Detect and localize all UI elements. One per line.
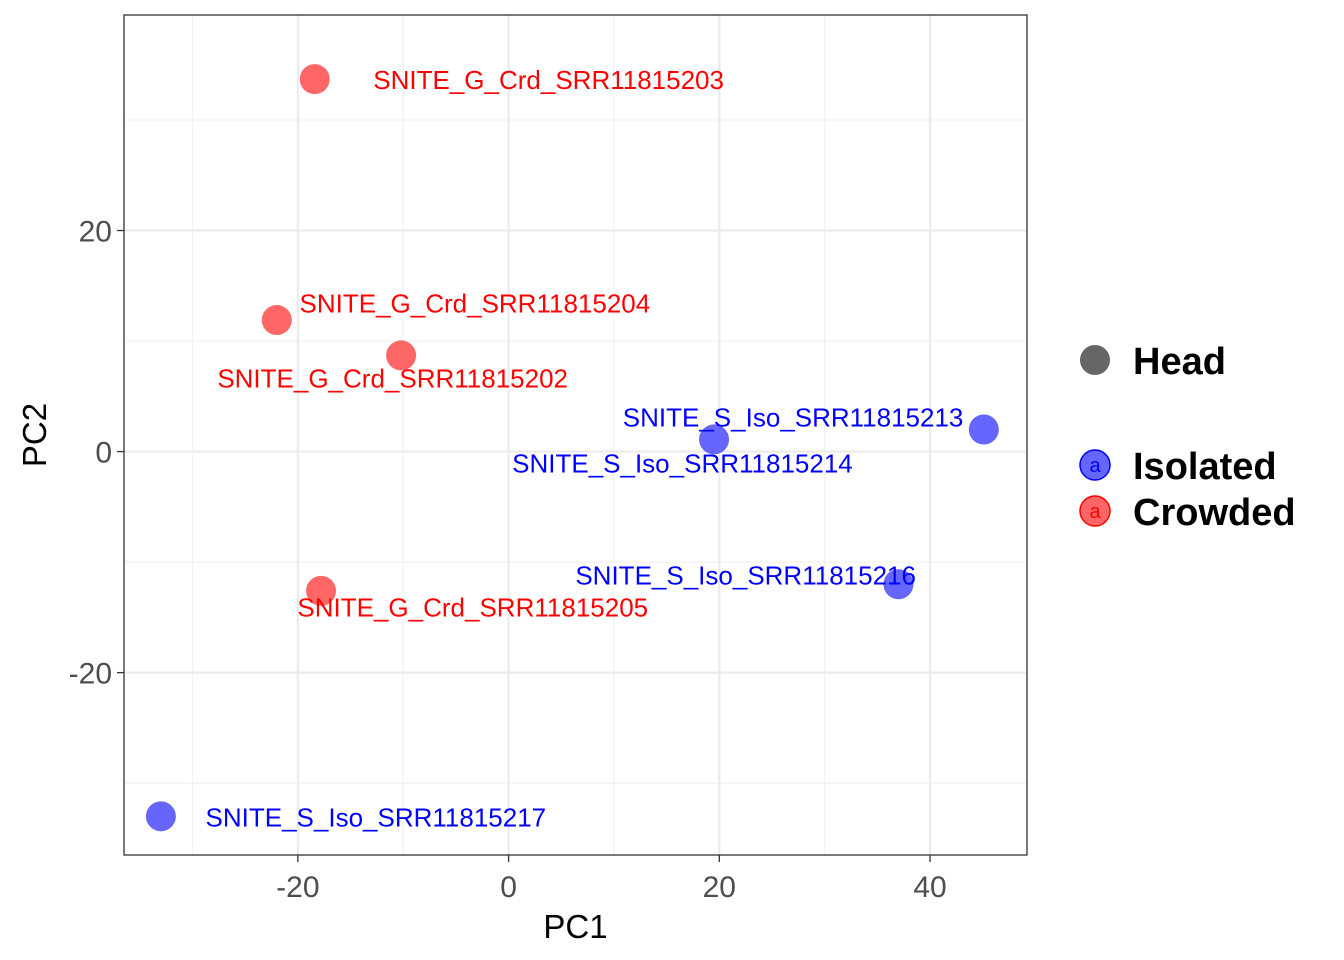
point-label: SNITE_S_Iso_SRR11815217 <box>206 802 547 832</box>
data-point <box>261 305 292 336</box>
point-label: SNITE_S_Iso_SRR11815214 <box>512 449 853 479</box>
data-point <box>968 414 999 445</box>
data-point <box>299 64 330 95</box>
legend-isolated-label: Isolated <box>1133 446 1277 488</box>
point-label: SNITE_S_Iso_SRR11815213 <box>623 402 964 432</box>
y-axis-title: PC2 <box>16 403 53 467</box>
x-tick-label: -20 <box>276 871 319 904</box>
x-tick-label: 0 <box>500 871 517 904</box>
y-tick-label: -20 <box>69 658 112 691</box>
y-tick-label: 20 <box>79 216 112 249</box>
point-label: SNITE_S_Iso_SRR11815216 <box>575 560 916 590</box>
legend-isolated-key <box>1079 449 1111 481</box>
legend-crowded-label: Crowded <box>1133 492 1296 534</box>
y-tick-label: 0 <box>95 437 112 470</box>
legend-isolated-key-glyph: a <box>1089 455 1101 477</box>
legend-crowded-key-glyph: a <box>1089 501 1101 523</box>
legend-head-label: Head <box>1133 341 1226 383</box>
point-label: SNITE_G_Crd_SRR11815202 <box>217 364 568 394</box>
x-axis-title: PC1 <box>543 908 607 945</box>
data-point <box>306 575 337 606</box>
axes: -20 0 20 40 -20 0 20 <box>69 216 947 904</box>
legend: Head a Isolated a Crowded <box>1079 341 1296 534</box>
data-point <box>386 340 417 371</box>
point-label: SNITE_G_Crd_SRR11815203 <box>373 65 724 95</box>
legend-color-section: a Isolated a Crowded <box>1079 446 1296 534</box>
data-point <box>883 569 914 600</box>
point-labels: SNITE_G_Crd_SRR11815203 SNITE_G_Crd_SRR11… <box>206 65 964 832</box>
x-tick-label: 40 <box>913 871 946 904</box>
data-points <box>145 64 999 832</box>
legend-head-key <box>1080 345 1110 375</box>
point-label: SNITE_G_Crd_SRR11815204 <box>300 288 651 318</box>
point-label: SNITE_G_Crd_SRR11815205 <box>297 592 648 622</box>
legend-shape-section: Head <box>1080 341 1226 383</box>
plot-panel <box>124 15 1027 855</box>
x-tick-label: 20 <box>703 871 736 904</box>
data-point <box>145 801 176 832</box>
plot-panel-border <box>123 14 1028 856</box>
legend-crowded-key <box>1079 495 1111 527</box>
data-point <box>699 424 730 455</box>
